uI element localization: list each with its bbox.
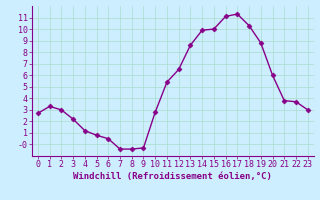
- X-axis label: Windchill (Refroidissement éolien,°C): Windchill (Refroidissement éolien,°C): [73, 172, 272, 181]
